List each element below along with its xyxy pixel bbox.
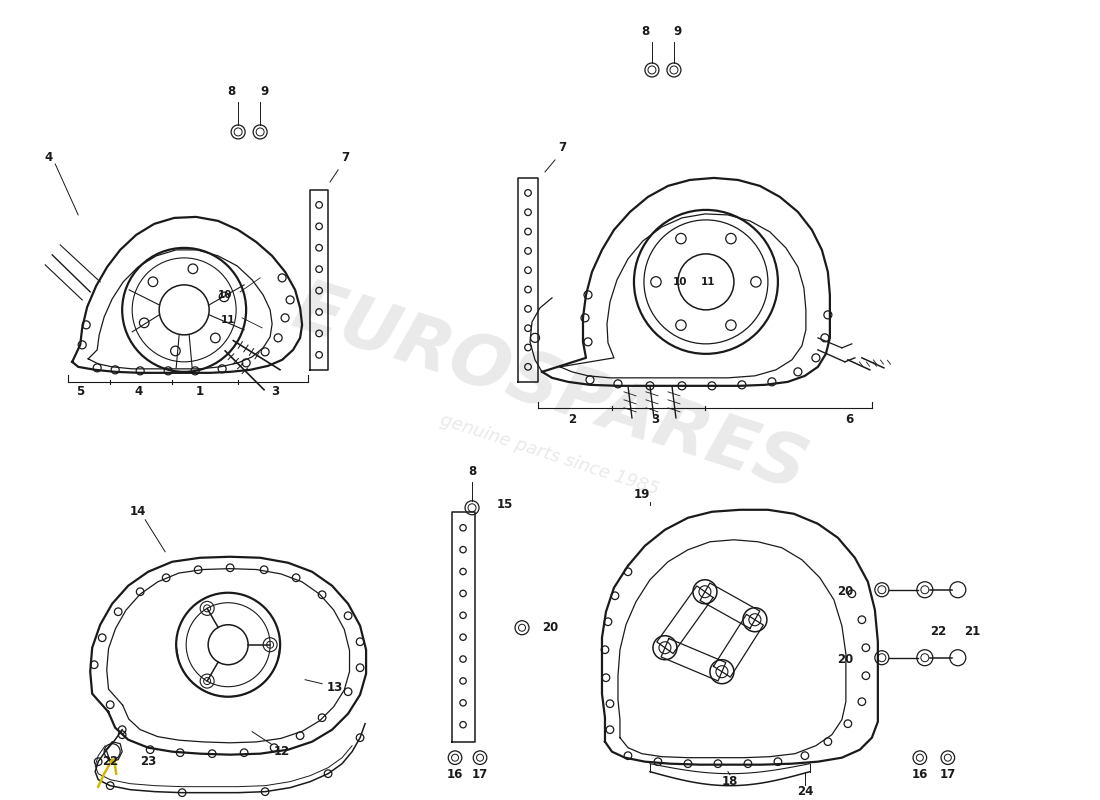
Text: 12: 12 [274,745,290,758]
Text: EUROSPARES: EUROSPARES [284,274,816,506]
Text: 19: 19 [634,488,650,502]
Text: 20: 20 [837,654,852,666]
Text: 11: 11 [221,315,235,325]
Text: 10: 10 [673,277,688,287]
Text: 8: 8 [468,466,476,478]
Text: 8: 8 [227,86,235,98]
Text: 23: 23 [140,755,156,768]
Text: 24: 24 [796,785,813,798]
Text: 16: 16 [447,768,463,781]
Text: 3: 3 [651,414,659,426]
Text: 4: 4 [44,151,53,165]
Text: 20: 20 [837,586,852,598]
Text: 5: 5 [76,386,85,398]
Text: 21: 21 [964,626,980,638]
Text: 22: 22 [102,755,119,768]
Text: 1: 1 [196,386,205,398]
Text: 17: 17 [939,768,956,781]
Text: 13: 13 [327,682,343,694]
Text: 4: 4 [134,386,142,398]
Text: 10: 10 [218,290,232,300]
Text: 18: 18 [722,775,738,788]
Text: 6: 6 [846,414,854,426]
Text: 8: 8 [641,26,649,38]
Text: 17: 17 [472,768,488,781]
Text: 7: 7 [341,151,349,165]
Text: 11: 11 [701,277,715,287]
Text: 7: 7 [558,142,566,154]
Text: 16: 16 [912,768,928,781]
Text: 3: 3 [271,386,279,398]
Text: 14: 14 [130,506,146,518]
Text: genuine parts since 1985: genuine parts since 1985 [439,411,661,498]
Text: 22: 22 [930,626,946,638]
Text: 2: 2 [568,414,576,426]
Text: 20: 20 [542,622,558,634]
Text: 15: 15 [497,498,514,511]
Text: 9: 9 [260,86,268,98]
Text: 9: 9 [674,26,682,38]
